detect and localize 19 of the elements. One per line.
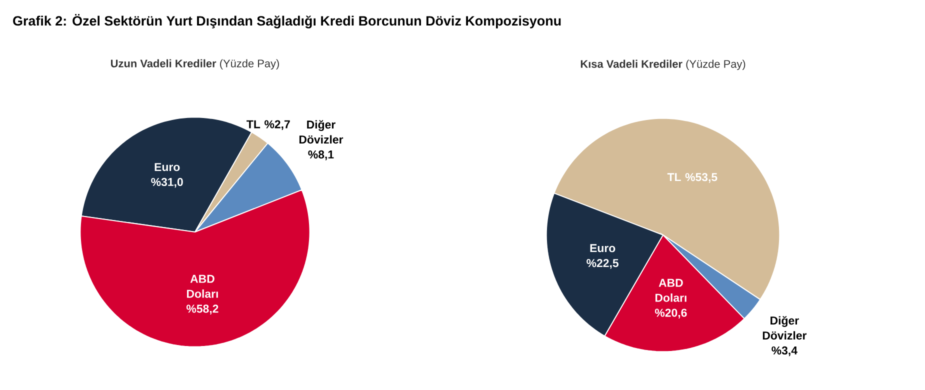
data-label: %58,2 — [186, 304, 218, 314]
chart-title: Kısa Vadeli Krediler (Yüzde Pay) — [580, 60, 746, 70]
slice-label: TL — [246, 120, 260, 128]
text: Grafik 2: Özel Sektörün Yurt Dışından Sağladığı Kredi Borcunun Döviz Kompozisyonu — [13, 14, 561, 28]
slice-label: Euro — [154, 163, 180, 172]
slice-label: TL — [667, 173, 681, 182]
data-label: %3,4 — [772, 346, 798, 356]
slice-label: Diğer Dövizler — [762, 316, 807, 340]
data-label: %2,7 — [264, 120, 290, 130]
chart-title: Uzun Vadeli Krediler (Yüzde Pay) — [111, 59, 279, 70]
data-label: %22,5 — [586, 258, 618, 269]
slice-label: ABD Doları — [655, 278, 686, 302]
slice-label: ABD Doları — [187, 274, 218, 298]
slice-label: Diğer Dövizler — [299, 120, 344, 144]
data-label: %8,1 — [308, 150, 334, 160]
data-label: %53,5 — [685, 173, 718, 183]
data-label: %31,0 — [151, 178, 183, 188]
data-label: %20,6 — [654, 308, 687, 318]
slice-label: Euro — [590, 244, 616, 252]
